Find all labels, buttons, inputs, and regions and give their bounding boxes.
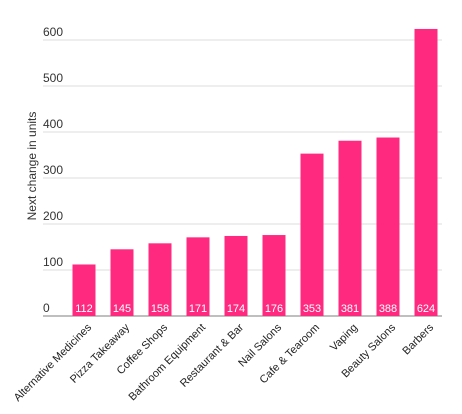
category-label: Vaping xyxy=(328,322,360,354)
bar-value-label: 158 xyxy=(151,303,169,315)
grid-lines xyxy=(43,39,442,317)
y-tick-label: 100 xyxy=(43,255,63,269)
bar-value-label: 176 xyxy=(265,303,283,315)
y-axis-label: Next change in units xyxy=(25,112,39,221)
y-tick-label: 600 xyxy=(43,25,63,39)
value-labels: 112 145 158 171 174 176 353 381 388 624 xyxy=(75,303,435,315)
bar xyxy=(186,237,210,316)
bar-value-label: 624 xyxy=(417,303,435,315)
bar xyxy=(148,243,172,316)
bar xyxy=(72,264,96,316)
bar-value-label: 145 xyxy=(113,303,131,315)
bar-value-label: 171 xyxy=(189,303,207,315)
y-tick-label: 200 xyxy=(43,209,63,223)
y-tick-label: 300 xyxy=(43,163,63,177)
bar xyxy=(414,28,438,317)
y-tick-labels: 0 100 200 300 400 500 600 xyxy=(43,25,63,315)
y-tick-label: 500 xyxy=(43,71,63,85)
y-tick-label: 0 xyxy=(43,301,50,315)
bar xyxy=(338,140,362,316)
bar xyxy=(224,235,248,316)
bar-value-label: 112 xyxy=(75,303,93,315)
bar xyxy=(262,235,286,316)
bars xyxy=(72,28,438,317)
bar xyxy=(376,137,400,316)
bar-value-label: 381 xyxy=(341,303,359,315)
bar-value-label: 353 xyxy=(303,303,321,315)
bar xyxy=(110,249,134,316)
category-label: Barbers xyxy=(400,321,436,357)
bar-value-label: 174 xyxy=(227,303,245,315)
y-tick-label: 400 xyxy=(43,117,63,131)
bar xyxy=(300,153,324,316)
bar-value-label: 388 xyxy=(379,303,397,315)
